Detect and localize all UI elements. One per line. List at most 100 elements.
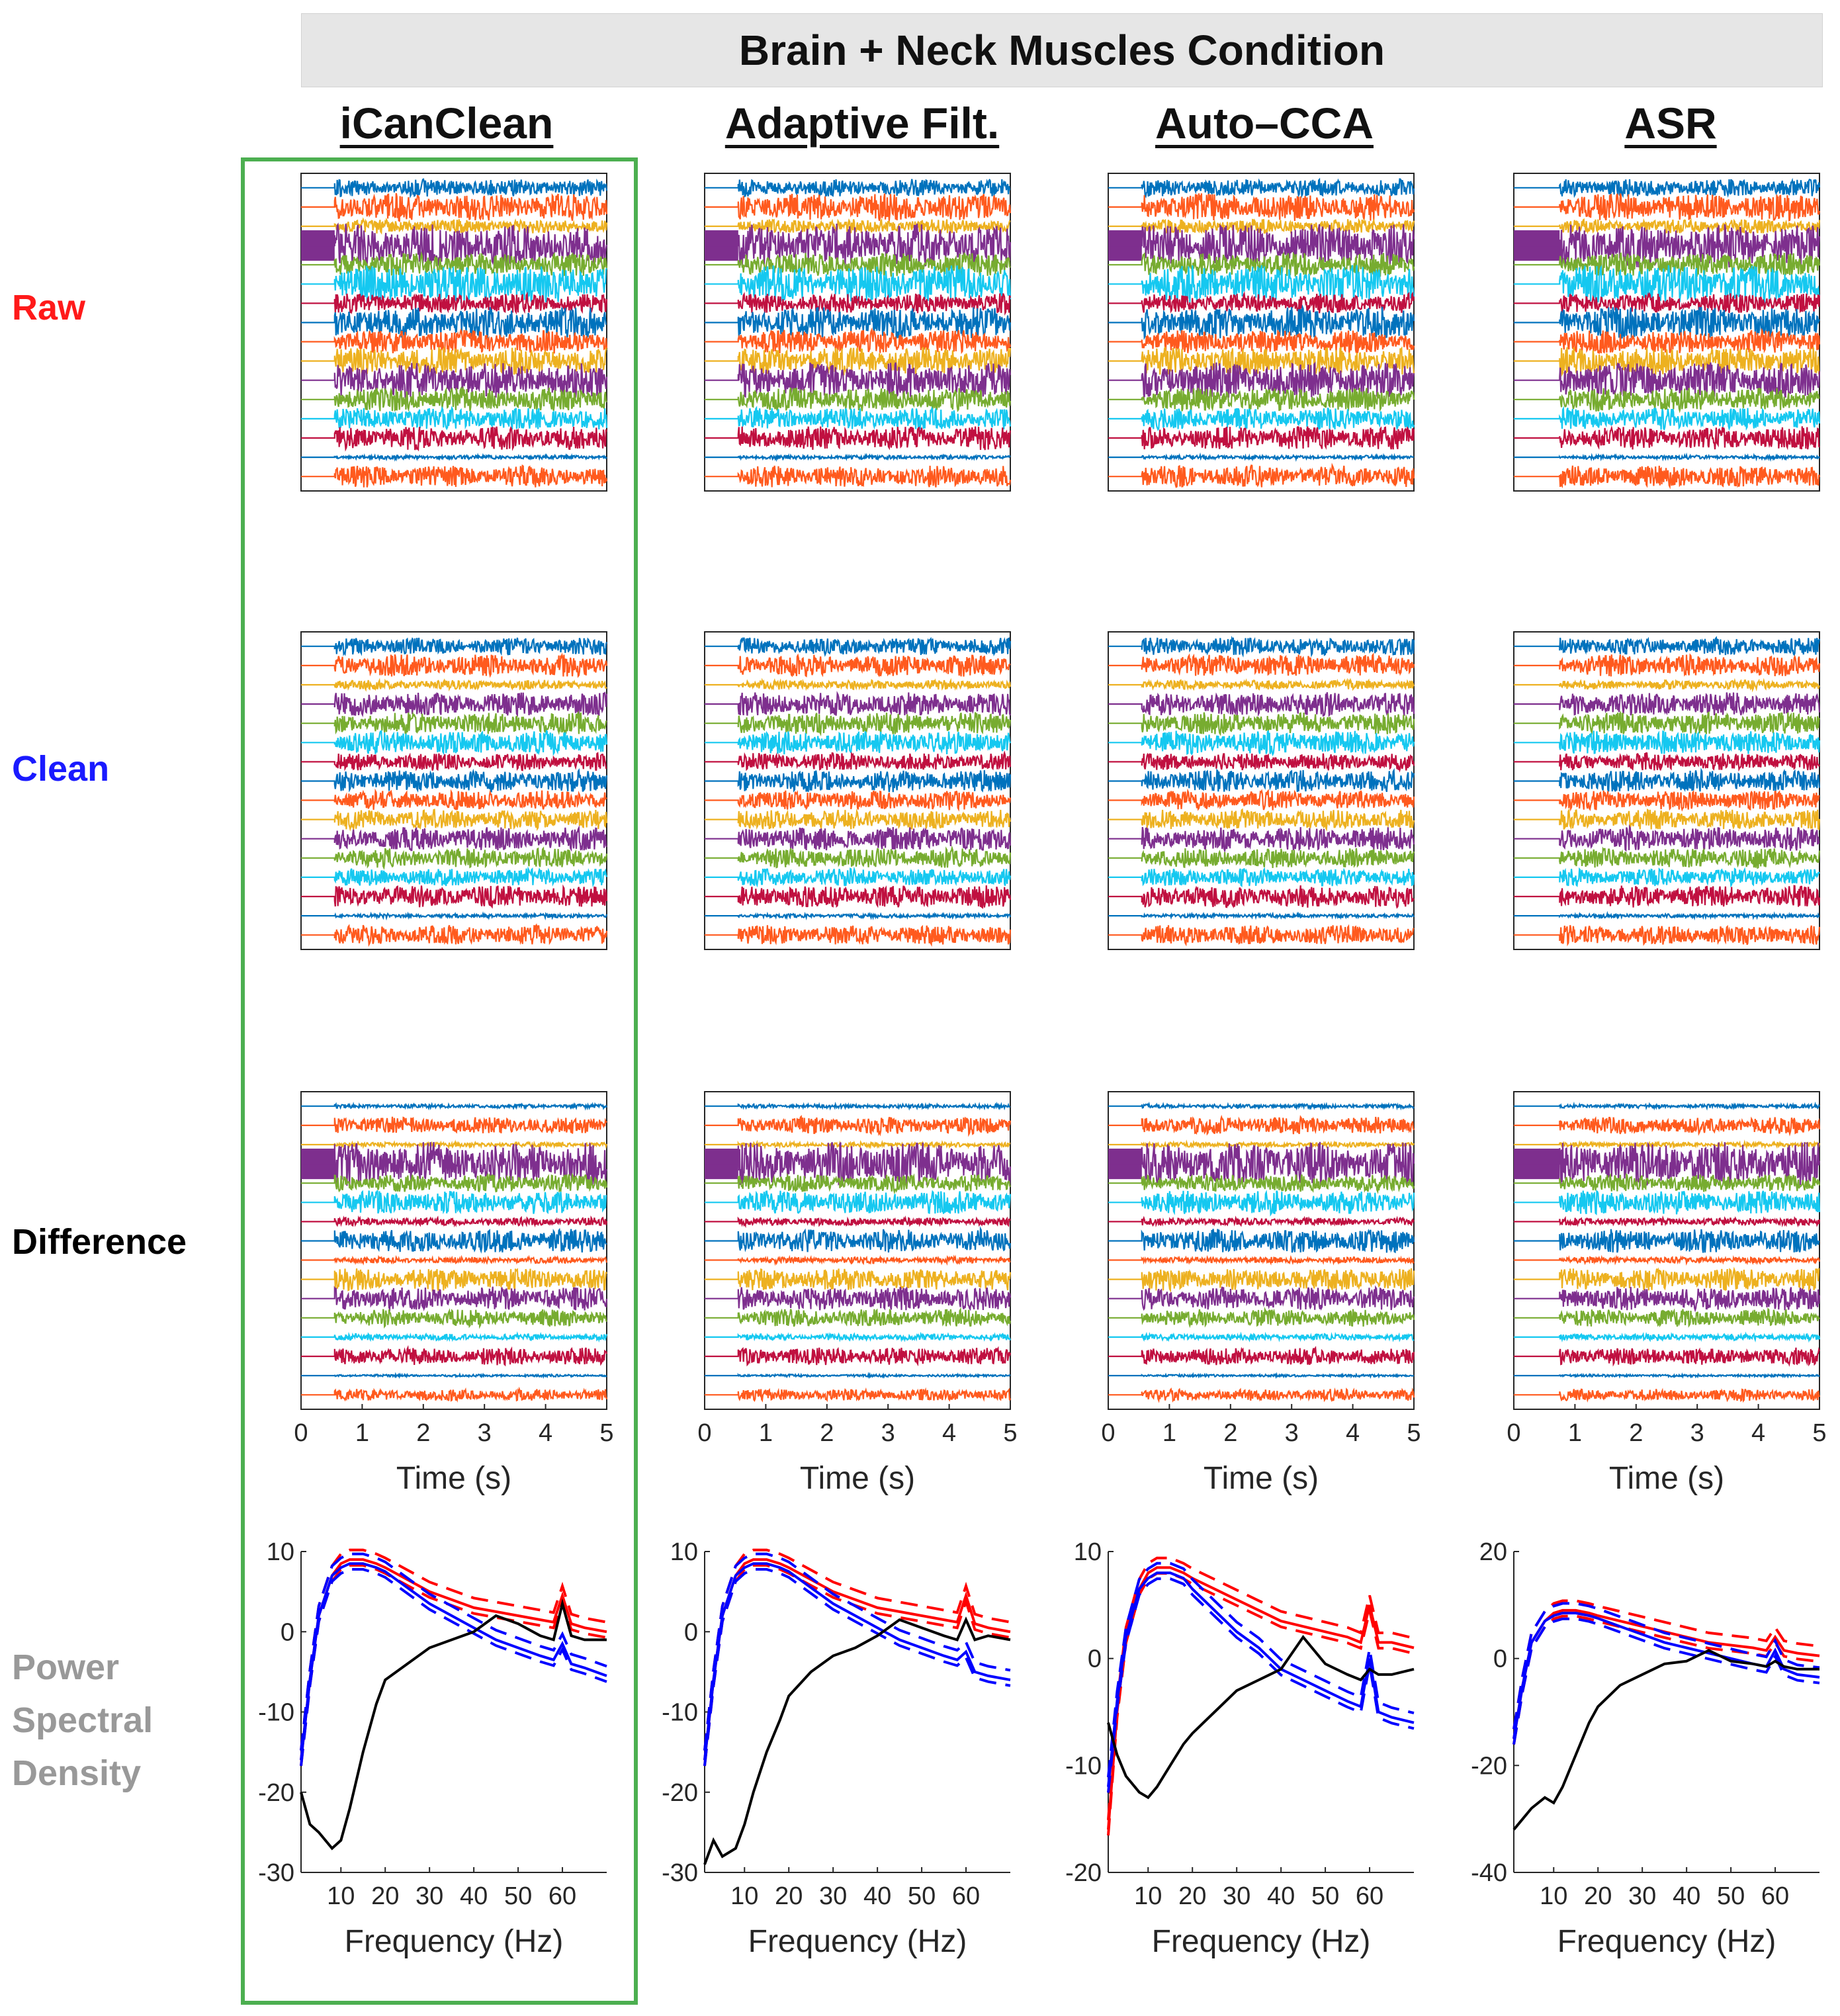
eeg-xtick-label: 5 [1812,1419,1826,1447]
eeg-channel-12-trace [1514,846,1821,869]
eeg-channel-2-trace [301,193,608,222]
psd-xtick-label: 50 [504,1882,532,1910]
eeg-channel-4-trace [1514,224,1821,268]
psd-ytick-label: 0 [281,1618,294,1646]
psd-series-difference-line [703,1616,1011,1865]
eeg-channel-3-trace [301,1139,608,1149]
eeg-channel-8-trace [301,1227,607,1254]
eeg-channel-7-trace [1108,1215,1415,1227]
eeg-channel-7-trace [1514,752,1820,772]
eeg-axes-box [704,1091,1011,1410]
row-label-clean: Clean [12,749,110,789]
eeg-channel-2-trace [1514,1116,1821,1137]
eeg-channel-10-trace [301,1268,608,1292]
psd-ytick-label: 10 [670,1538,698,1566]
eeg-channel-16-trace [1514,1387,1821,1403]
eeg-channel-3-trace [1514,678,1820,693]
eeg-channel-6-trace [1514,730,1821,754]
eeg-xtick-label: 1 [355,1419,369,1447]
psd-ytick-label: 10 [1074,1538,1102,1566]
eeg-channel-16-trace [301,464,608,488]
eeg-panel-clean-0 [300,631,608,950]
eeg-channel-1-trace [301,637,608,656]
psd-ytick-label: 20 [1479,1538,1507,1566]
eeg-channel-9-trace [301,1254,608,1266]
eeg-panel-difference-0: 0 1 2 3 4 5 Time (s) [294,1091,614,1496]
eeg-xtick-label: 3 [478,1419,492,1447]
eeg-channel-4-trace [1108,692,1415,717]
psd-series-clean-line [1512,1612,1820,1739]
eeg-xtick-label: 0 [1101,1419,1115,1447]
eeg-channel-12-trace [1108,848,1415,869]
eeg-channel-10-trace [705,809,1012,830]
eeg-channel-10-trace [1514,1266,1820,1292]
psd-xtick-label: 20 [1584,1882,1612,1910]
psd-series-clean-lower-dashed [1512,1617,1820,1745]
eeg-xtick-label: 2 [1223,1419,1237,1447]
eeg-panel-raw-2 [1108,173,1415,492]
eeg-channel-7-trace [1108,290,1415,314]
eeg-channel-13-trace [1514,1331,1821,1343]
psd-xtick-label: 10 [1134,1882,1162,1910]
psd-series-clean-lower-dashed [300,1567,607,1767]
eeg-channel-12-trace [301,846,608,870]
psd-xtick-label: 60 [548,1882,576,1910]
eeg-channel-7-trace [301,291,608,315]
eeg-channel-13-trace [705,406,1012,430]
eeg-xtick-label: 0 [294,1419,308,1447]
psd-series-raw-line [1512,1608,1820,1739]
eeg-panel-clean-2 [1108,631,1415,950]
eeg-channel-4-trace [1514,1141,1821,1187]
eeg-xtick-label: 0 [697,1419,711,1447]
eeg-channel-4-trace [301,691,608,717]
eeg-channel-8-trace [1514,767,1821,793]
eeg-channel-3-trace [1108,1139,1415,1149]
eeg-channel-15-trace [1514,1372,1820,1379]
eeg-channel-10-trace [1108,1268,1415,1293]
eeg-channel-16-trace [705,924,1012,947]
eeg-channel-3-trace [301,217,608,235]
eeg-channel-16-trace [301,1386,608,1403]
eeg-channel-5-trace [705,712,1012,736]
eeg-channel-8-trace [1108,1229,1415,1254]
psd-xtick-label: 60 [952,1882,980,1910]
psd-panel-3: 20 0 -20 -40 10 20 30 40 50 60 Frequency (Hz) [1471,1538,1820,1959]
eeg-channel-4-trace [1108,224,1415,270]
psd-xtick-label: 10 [730,1882,758,1910]
eeg-channel-13-trace [301,406,608,431]
eeg-channel-16-trace [705,465,1012,488]
psd-xtick-label: 40 [460,1882,488,1910]
psd-ytick-label: 0 [1088,1645,1102,1673]
eeg-channel-8-trace [705,1226,1012,1252]
eeg-channel-12-trace [705,845,1012,869]
eeg-channel-15-trace [1514,452,1820,462]
eeg-channel-5-trace [301,1172,608,1194]
eeg-channel-13-trace [1514,406,1821,431]
eeg-channel-14-trace [705,1346,1012,1367]
eeg-channel-7-trace [705,750,1012,771]
eeg-channel-14-trace [1108,885,1415,909]
eeg-channel-2-trace [301,1116,607,1135]
eeg-xlabel: Time (s) [1609,1461,1724,1496]
eeg-channel-9-trace [705,327,1012,355]
eeg-channel-1-trace [1108,177,1415,198]
eeg-channel-4-trace [301,1142,608,1188]
eeg-channel-5-trace [705,251,1011,277]
psd-xlabel: Frequency (Hz) [748,1924,967,1959]
eeg-channel-8-trace [301,307,607,339]
eeg-axes-box [1513,173,1820,492]
psd-ytick-label: 0 [1493,1645,1507,1673]
eeg-channel-14-trace [1514,885,1821,908]
eeg-channel-15-trace [1108,1372,1415,1380]
psd-xlabel: Frequency (Hz) [1152,1924,1371,1959]
psd-ytick-label: -20 [1471,1752,1507,1780]
eeg-channel-2-trace [1514,193,1821,222]
eeg-channel-12-trace [1108,387,1415,412]
eeg-channel-14-trace [1514,1346,1821,1367]
eeg-channel-9-trace [301,788,607,811]
psd-series-clean-upper-dashed [703,1552,1011,1751]
psd-ytick-label: 0 [684,1618,698,1646]
column-title-adaptive-filt: Adaptive Filt. [724,99,1000,148]
eeg-channel-10-trace [1108,808,1415,832]
